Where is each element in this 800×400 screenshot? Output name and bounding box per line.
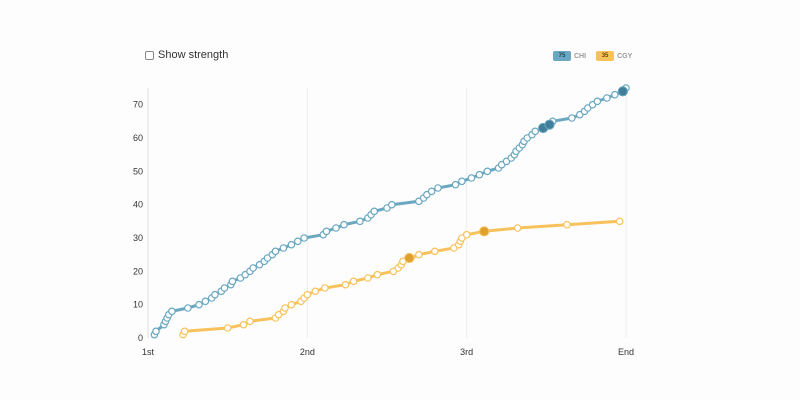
legend-item-chi[interactable]: 75 CHI <box>553 51 586 61</box>
data-point-chi <box>387 200 396 209</box>
data-point-chi <box>370 207 379 216</box>
highlight-point-cgy <box>404 252 415 264</box>
data-point-chi <box>249 264 257 272</box>
data-point-chi <box>201 297 210 306</box>
data-point-chi <box>458 177 466 186</box>
x-tick-label: 1st <box>142 347 155 357</box>
data-point-chi <box>184 304 192 312</box>
y-tick-label: 20 <box>133 266 143 276</box>
y-tick-label: 40 <box>133 200 143 210</box>
show-strength-label: Show strength <box>158 49 229 61</box>
data-point-chi <box>427 187 436 196</box>
data-point-chi <box>356 217 364 226</box>
data-point-cgy <box>563 220 571 229</box>
y-tick-label: 10 <box>133 300 143 310</box>
show-strength-toggle[interactable]: Show strength <box>145 49 228 61</box>
data-point-cgy <box>321 284 329 292</box>
highlight-point-cgy <box>479 226 490 237</box>
data-point-cgy <box>430 247 439 256</box>
data-point-chi <box>293 237 302 246</box>
data-point-chi <box>434 184 442 192</box>
data-point-chi <box>279 244 288 252</box>
data-point-chi <box>451 180 460 189</box>
data-point-chi <box>593 97 602 106</box>
legend-item-cgy[interactable]: 35 CGY <box>596 51 632 61</box>
data-point-chi <box>467 174 476 182</box>
show-strength-checkbox[interactable] <box>145 50 154 60</box>
data-point-cgy <box>513 224 522 232</box>
y-tick-label: 50 <box>133 166 143 176</box>
y-tick-label: 30 <box>133 233 143 243</box>
data-point-chi <box>568 114 576 122</box>
highlight-point-chi <box>544 119 555 130</box>
legend-swatch-cgy: 35 <box>596 51 615 61</box>
data-point-cgy <box>246 317 254 326</box>
data-point-cgy <box>349 277 358 286</box>
data-point-chi <box>271 247 280 256</box>
y-tick-label: 0 <box>138 333 143 343</box>
data-point-chi <box>228 277 237 286</box>
data-point-chi <box>483 167 492 176</box>
data-point-chi <box>531 127 539 136</box>
data-point-cgy <box>341 280 350 289</box>
data-point-cgy <box>180 327 189 336</box>
data-point-chi <box>220 284 229 292</box>
data-point-chi <box>603 94 611 102</box>
data-point-cgy <box>281 304 289 312</box>
data-point-chi <box>611 90 619 99</box>
series-line-cgy <box>181 219 622 337</box>
legend-label-chi: CHI <box>574 52 587 60</box>
data-point-cgy <box>239 320 248 329</box>
data-point-chi <box>195 300 203 309</box>
data-point-cgy <box>303 290 312 299</box>
highlight-point-chi <box>617 86 628 97</box>
legend-label-cgy: CGY <box>617 52 633 60</box>
data-point-cgy <box>462 230 471 239</box>
data-point-chi <box>322 227 331 236</box>
data-point-chi <box>475 170 484 179</box>
data-point-chi <box>152 327 160 336</box>
y-tick-label: 70 <box>133 100 143 110</box>
data-point-cgy <box>311 287 320 296</box>
data-point-chi <box>332 224 340 232</box>
data-point-cgy <box>415 250 423 259</box>
x-tick-label: End <box>618 347 634 357</box>
data-point-chi <box>211 290 219 299</box>
data-point-chi <box>168 307 176 316</box>
data-point-cgy <box>223 324 232 332</box>
data-point-chi <box>300 234 308 242</box>
y-tick-label: 60 <box>133 133 143 143</box>
x-tick-label: 2nd <box>300 347 315 357</box>
data-point-chi <box>340 220 348 229</box>
data-point-cgy <box>287 300 296 309</box>
series-line-chi <box>152 86 628 337</box>
data-point-cgy <box>364 274 372 282</box>
data-point-chi <box>287 240 296 249</box>
legend-swatch-chi: 75 <box>553 51 571 61</box>
x-tick-label: 3rd <box>460 347 473 357</box>
legend: 75 CHI 35 CGY <box>553 51 632 61</box>
data-point-cgy <box>615 217 624 226</box>
data-point-cgy <box>373 270 382 279</box>
